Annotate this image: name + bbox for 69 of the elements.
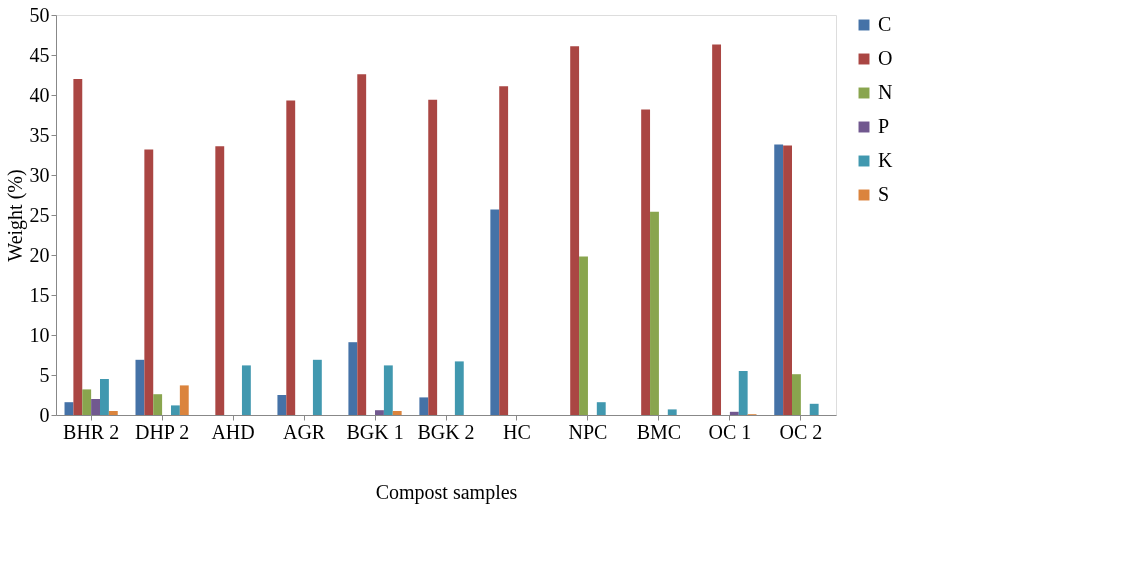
x-tick-label: OC 1 xyxy=(708,420,752,443)
bar xyxy=(108,411,118,415)
bar xyxy=(170,405,180,415)
bar xyxy=(375,410,384,415)
bar xyxy=(91,399,100,415)
y-tick-label: 5 xyxy=(39,363,50,386)
bar xyxy=(100,379,109,415)
y-tick-label: 10 xyxy=(29,323,50,346)
bar xyxy=(712,44,722,415)
y-tick-label: 35 xyxy=(29,123,50,146)
x-tick-label: AGR xyxy=(282,420,326,443)
legend-label: N xyxy=(878,81,893,103)
bar xyxy=(454,361,464,415)
y-tick-label: 45 xyxy=(29,43,50,66)
y-tick-label: 20 xyxy=(29,243,50,266)
x-tick-label: AHD xyxy=(211,420,255,443)
x-tick-label: BGK 1 xyxy=(346,420,404,443)
bar xyxy=(641,109,651,415)
bar xyxy=(774,144,784,415)
y-tick-label: 30 xyxy=(29,163,50,186)
y-tick-label: 15 xyxy=(29,283,50,306)
x-tick-label: BMC xyxy=(636,420,682,443)
legend-label: O xyxy=(878,47,893,69)
legend-label: C xyxy=(878,13,892,35)
bar xyxy=(499,86,509,415)
x-tick-label: OC 2 xyxy=(779,420,823,443)
bar xyxy=(135,359,145,415)
x-tick-label: DHP 2 xyxy=(134,420,190,443)
x-tick-label: NPC xyxy=(568,420,608,443)
x-tick-label: HC xyxy=(503,420,531,443)
legend-label: P xyxy=(878,115,890,137)
y-tick-label: 25 xyxy=(29,203,50,226)
y-tick-label: 0 xyxy=(39,403,50,426)
bar xyxy=(738,371,748,415)
bar xyxy=(82,389,92,415)
x-tick-label: BGK 2 xyxy=(417,420,475,443)
legend-label: S xyxy=(878,183,890,205)
bar xyxy=(579,256,588,415)
bar xyxy=(490,209,500,415)
bar xyxy=(348,342,358,415)
bar xyxy=(215,146,225,415)
bar xyxy=(392,411,402,415)
bar xyxy=(277,395,287,415)
bar xyxy=(419,397,429,415)
bar xyxy=(729,411,739,415)
bar xyxy=(667,409,677,415)
y-tick-label: 50 xyxy=(29,3,50,26)
bar xyxy=(809,403,819,415)
bar xyxy=(357,74,367,415)
bar xyxy=(144,149,154,415)
bar xyxy=(570,46,580,415)
bar xyxy=(428,99,438,415)
bar xyxy=(64,402,74,415)
bar xyxy=(783,145,792,415)
bar xyxy=(596,402,606,415)
x-tick-label: BHR 2 xyxy=(63,420,120,443)
bar xyxy=(73,79,83,415)
y-tick-label: 40 xyxy=(29,83,50,106)
bar xyxy=(286,100,296,415)
bar xyxy=(241,365,251,415)
y-axis-title: Weight (%) xyxy=(3,169,27,262)
bar xyxy=(792,374,801,415)
bar xyxy=(312,359,322,415)
bar xyxy=(153,394,163,415)
bar xyxy=(179,385,189,415)
bar xyxy=(383,365,393,415)
x-axis-title: Compost samples xyxy=(375,480,518,504)
legend-label: K xyxy=(878,149,893,171)
bar xyxy=(650,211,659,415)
